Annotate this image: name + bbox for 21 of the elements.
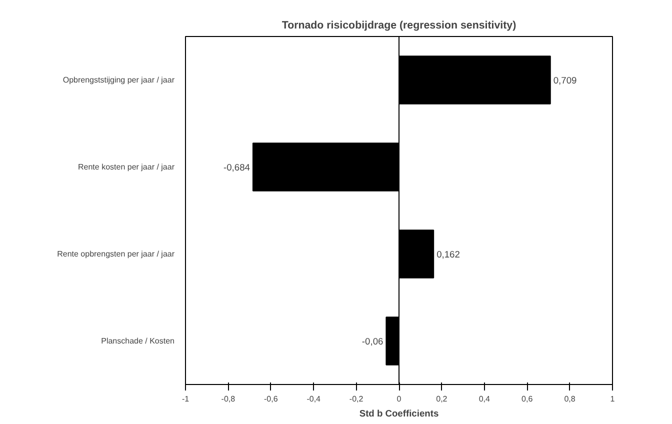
x-tick-label: -0,6 <box>264 394 278 404</box>
x-tick-label: 0,8 <box>564 394 576 404</box>
y-tick-label: Rente opbrengsten per jaar / jaar <box>57 250 175 258</box>
x-tick-label: 0 <box>396 394 402 404</box>
x-tick-label: 0,4 <box>478 394 491 404</box>
x-tick-label: -0,4 <box>306 394 322 404</box>
x-tick-label: 0,2 <box>436 394 448 404</box>
y-tick-label: Opbrengststijging per jaar / jaar <box>62 76 175 84</box>
x-tick-label: -0,8 <box>221 394 236 404</box>
x-tick-label: 1 <box>610 394 616 404</box>
data-label: 0,162 <box>436 250 460 260</box>
x-tick-label: 0,6 <box>522 394 534 404</box>
data-label: -0,684 <box>224 162 250 172</box>
y-tick-label: Planschade / Kosten <box>101 336 175 346</box>
x-tick-label: -0,2 <box>349 394 364 404</box>
y-tick-label: Rente kosten per jaar / jaar <box>78 162 175 172</box>
chart-title: Tornado risicobijdrage (regression sensitivity) <box>282 20 517 32</box>
data-label: 0,709 <box>553 76 577 86</box>
x-tick-label: -1 <box>182 394 190 404</box>
data-label: -0,06 <box>362 336 384 346</box>
x-axis-title: Std b Coefficients <box>359 408 439 418</box>
